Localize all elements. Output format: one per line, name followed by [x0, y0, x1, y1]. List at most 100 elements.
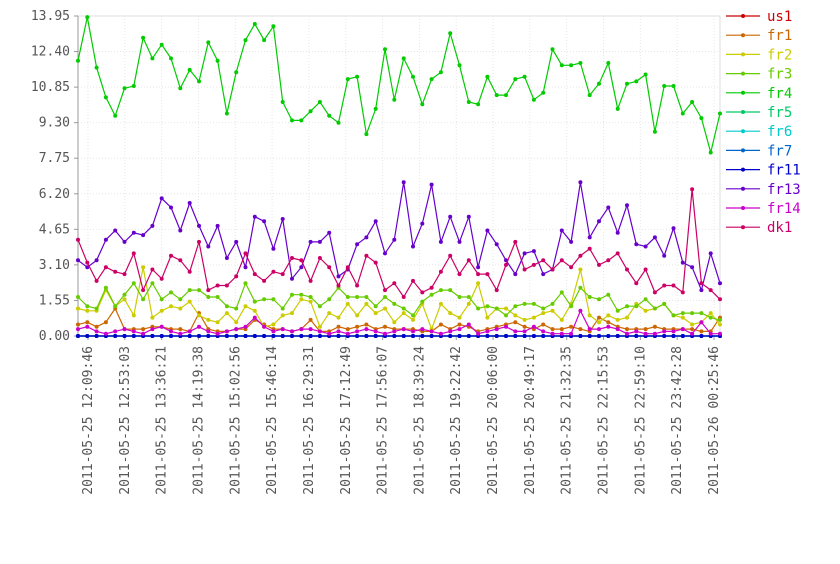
- data-point-fr13: [355, 242, 360, 247]
- data-point-fr4: [336, 120, 341, 125]
- data-point-fr4: [299, 118, 304, 123]
- data-point-fr11: [150, 334, 155, 338]
- data-point-fr2: [280, 313, 285, 318]
- data-point-fr2: [308, 299, 313, 304]
- data-point-fr2: [327, 311, 332, 316]
- data-point-fr3: [159, 297, 164, 302]
- series-line-fr13: [77, 182, 721, 293]
- y-tick-label: 6.20: [39, 187, 70, 202]
- data-point-fr13: [159, 196, 164, 201]
- data-point-dk1: [317, 256, 322, 260]
- data-point-dk1: [169, 253, 173, 258]
- data-point-fr14: [569, 331, 574, 336]
- series-fr14: [76, 308, 722, 336]
- data-point-fr2: [522, 317, 527, 322]
- data-point-fr3: [429, 292, 434, 297]
- series-line-fr14: [77, 309, 720, 335]
- data-point-fr13: [531, 249, 536, 254]
- data-point-fr3: [345, 295, 350, 299]
- data-point-fr11: [252, 334, 257, 338]
- data-point-fr4: [411, 74, 415, 79]
- data-point-dk1: [550, 267, 555, 272]
- data-point-fr4: [373, 106, 378, 111]
- data-point-fr13: [680, 260, 685, 265]
- data-point-dk1: [187, 269, 192, 274]
- data-point-dk1: [85, 260, 90, 265]
- series-lines: [76, 15, 722, 338]
- data-point-fr2: [606, 313, 611, 318]
- x-tick-label: 2011-05-25 20:06:00: [486, 346, 501, 495]
- data-point-fr3: [494, 306, 499, 311]
- data-point-fr2: [345, 301, 350, 306]
- legend: us1 fr1 fr2 fr3 fr4 fr5 fr6 fr7 fr11 fr13 fr14 dk1: [726, 9, 801, 236]
- data-point-fr13: [448, 214, 453, 219]
- data-point-fr2: [299, 297, 304, 302]
- data-point-fr14: [457, 327, 462, 332]
- data-point-fr13: [625, 203, 629, 208]
- data-point-fr13: [234, 239, 239, 244]
- data-point-fr13: [178, 228, 183, 233]
- data-point-fr11: [597, 334, 601, 338]
- data-point-fr4: [662, 84, 667, 88]
- data-point-fr11: [290, 334, 294, 338]
- data-point-fr13: [457, 239, 462, 244]
- data-point-fr14: [541, 329, 546, 334]
- data-point-fr14: [76, 327, 80, 332]
- data-point-fr4: [243, 38, 248, 43]
- x-tick-label: 2011-05-25 16:29:31: [302, 346, 317, 495]
- data-point-fr1: [308, 317, 313, 322]
- data-point-fr4: [531, 97, 536, 102]
- data-point-fr13: [169, 205, 173, 210]
- data-point-fr3: [327, 297, 332, 302]
- data-point-fr14: [671, 329, 676, 334]
- data-point-fr1: [94, 324, 99, 329]
- data-point-fr3: [550, 301, 555, 306]
- data-point-fr13: [94, 258, 99, 263]
- data-point-fr14: [420, 327, 425, 332]
- data-point-fr14: [280, 327, 285, 332]
- data-point-fr2: [206, 317, 211, 322]
- data-point-dk1: [392, 281, 397, 286]
- data-point-fr3: [308, 295, 313, 299]
- data-point-fr14: [531, 324, 536, 329]
- data-point-dk1: [438, 269, 443, 274]
- x-tick-label: 2011-05-25 12:53:03: [118, 346, 133, 495]
- legend-label: fr11: [767, 163, 801, 179]
- data-point-fr1: [513, 320, 518, 325]
- data-point-fr4: [224, 111, 229, 116]
- data-point-fr3: [718, 317, 722, 322]
- data-point-dk1: [271, 269, 276, 274]
- data-point-fr3: [355, 295, 360, 299]
- data-point-fr11: [271, 334, 276, 338]
- x-tick-label: 2011-05-25 15:02:56: [228, 346, 243, 495]
- data-point-fr4: [718, 111, 722, 116]
- data-point-fr11: [634, 334, 639, 338]
- data-point-fr3: [262, 297, 267, 302]
- data-point-fr2: [234, 320, 239, 325]
- legend-swatch-marker: [741, 14, 745, 18]
- data-point-fr1: [345, 327, 350, 332]
- data-point-fr13: [262, 219, 267, 224]
- legend-label: fr2: [767, 47, 792, 63]
- legend-item-fr5: fr5: [726, 105, 792, 121]
- legend-label: fr5: [767, 105, 792, 121]
- data-point-fr11: [448, 334, 453, 338]
- legend-item-fr14: fr14: [726, 201, 801, 217]
- data-point-fr14: [401, 327, 406, 332]
- data-point-fr11: [531, 334, 536, 338]
- data-point-fr11: [699, 334, 704, 338]
- data-point-dk1: [485, 272, 490, 277]
- x-tick-label: 2011-05-25 17:56:07: [376, 346, 391, 495]
- data-point-fr11: [299, 334, 304, 338]
- data-point-fr2: [597, 320, 601, 325]
- data-point-fr13: [541, 272, 546, 277]
- data-point-fr14: [504, 324, 508, 329]
- data-point-fr14: [327, 331, 332, 336]
- data-point-fr4: [76, 58, 80, 63]
- data-point-dk1: [234, 274, 239, 279]
- data-point-fr14: [522, 329, 527, 334]
- data-point-fr11: [197, 334, 201, 338]
- data-point-fr13: [485, 228, 490, 233]
- series-fr1: [76, 306, 722, 334]
